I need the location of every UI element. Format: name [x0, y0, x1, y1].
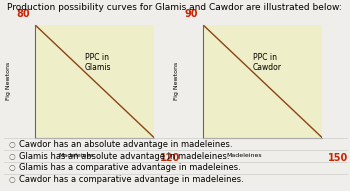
Text: 80: 80 — [16, 9, 30, 19]
Text: 150: 150 — [328, 153, 348, 163]
Text: Glamis has an absolute advantage in madeleines.: Glamis has an absolute advantage in made… — [19, 151, 230, 161]
Text: Cawdor has an absolute advantage in madeleines.: Cawdor has an absolute advantage in made… — [19, 140, 233, 149]
Text: Fig Newtons: Fig Newtons — [6, 62, 11, 100]
Text: ○: ○ — [9, 140, 15, 149]
Text: Fig Newtons: Fig Newtons — [174, 62, 179, 100]
Text: ○: ○ — [9, 151, 15, 161]
Text: PPC in
Glamis: PPC in Glamis — [85, 53, 112, 72]
Text: 90: 90 — [184, 9, 198, 19]
Text: Madeleines: Madeleines — [59, 153, 94, 158]
Text: PPC in
Cawdor: PPC in Cawdor — [253, 53, 282, 72]
Text: 120: 120 — [160, 153, 180, 163]
Text: Cawdor has a comparative advantage in madeleines.: Cawdor has a comparative advantage in ma… — [19, 175, 244, 184]
Text: Madeleines: Madeleines — [227, 153, 262, 158]
Text: Production possibility curves for Glamis and Cawdor are illustrated below:: Production possibility curves for Glamis… — [7, 3, 342, 12]
Text: Glamis has a comparative advantage in madeleines.: Glamis has a comparative advantage in ma… — [19, 163, 241, 172]
Text: ○: ○ — [9, 163, 15, 172]
Text: ○: ○ — [9, 175, 15, 184]
